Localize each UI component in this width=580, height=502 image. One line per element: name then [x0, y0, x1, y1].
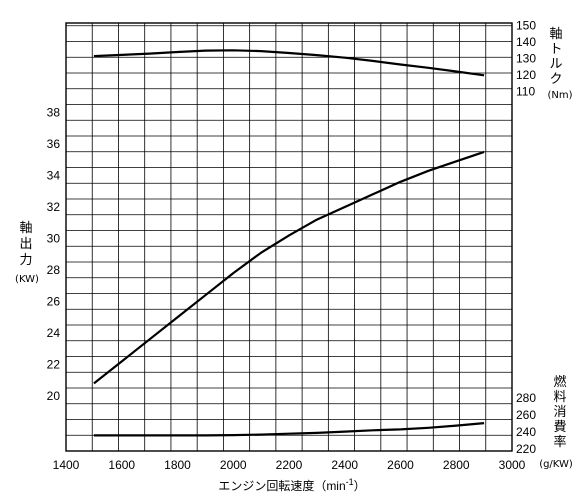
- y-fuel-axis-title: 燃料消費率: [553, 374, 566, 450]
- x-tick-label: 2400: [331, 458, 358, 472]
- y-torque-tick-label: 140: [516, 35, 536, 49]
- x-axis-title: エンジン回転速度（min-1）: [218, 477, 365, 493]
- plot-frame: [65, 22, 513, 452]
- y-torque-tick-label: 130: [516, 52, 536, 66]
- curves: [93, 49, 485, 437]
- y-left-tick-label: 24: [47, 326, 61, 340]
- x-tick-label: 2200: [276, 458, 303, 472]
- y-left-tick-label: 36: [47, 137, 61, 151]
- y-left-tick-label: 38: [47, 106, 61, 120]
- y-fuel-tick-label: 280: [516, 391, 536, 405]
- y-fuel-tick-label: 240: [516, 425, 536, 439]
- y-left-tick-label: 30: [47, 232, 61, 246]
- y-fuel-tick-label: 260: [516, 408, 536, 422]
- series-line-fuel: [93, 422, 485, 437]
- y-left-tick-label: 32: [47, 200, 61, 214]
- y-left-tick-label: 20: [47, 389, 61, 403]
- y-left-tick-label: 22: [47, 358, 61, 372]
- x-tick-label: 2600: [387, 458, 414, 472]
- series-line-torque: [93, 49, 485, 77]
- y-torque-tick-label: 150: [516, 19, 536, 33]
- tick-labels: 1400 1600 1800 2000 2200 2400 2600 2800 3000 20 22…: [47, 19, 537, 473]
- x-tick-label: 1400: [53, 458, 80, 472]
- x-tick-label: 1600: [108, 458, 135, 472]
- y-left-tick-label: 28: [47, 263, 61, 277]
- y-left-tick-label: 34: [47, 169, 61, 183]
- x-tick-label: 3000: [499, 458, 526, 472]
- y-torque-axis-title: 軸トルク: [549, 27, 562, 87]
- series-line-left: [93, 150, 485, 385]
- x-tick-label: 2800: [443, 458, 470, 472]
- y-left-axis-title: 軸出力: [19, 221, 32, 268]
- y-torque-tick-label: 120: [516, 68, 536, 82]
- y-fuel-tick-label: 220: [516, 442, 536, 456]
- y-torque-tick-label: 110: [516, 85, 535, 99]
- y-torque-axis-unit: (Nm): [547, 90, 572, 101]
- y-fuel-axis-unit: (g/KW): [539, 459, 573, 470]
- grid: [65, 22, 513, 452]
- x-tick-label: 1800: [164, 458, 191, 472]
- x-tick-label: 2000: [220, 458, 247, 472]
- y-left-axis-unit: (KW): [15, 274, 39, 285]
- y-left-tick-label: 26: [47, 295, 61, 309]
